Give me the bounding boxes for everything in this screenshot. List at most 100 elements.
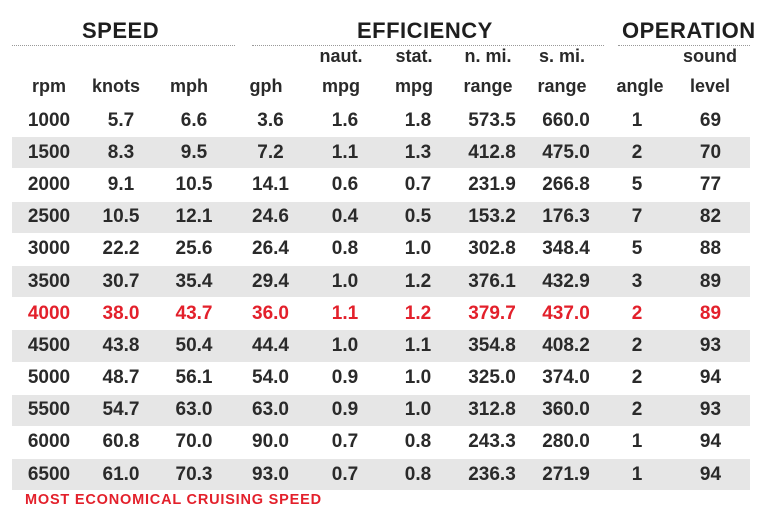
cell-rpm: 4000 <box>12 297 86 331</box>
cell-s-mi-range: 475.0 <box>529 136 603 170</box>
cell-gph: 54.0 <box>232 362 309 395</box>
table-row: 2000 9.1 10.5 14.1 0.6 0.7 231.9 266.8 5 77 <box>12 168 750 202</box>
cell-gph: 93.0 <box>232 458 309 492</box>
cell-stat-mpg: 0.8 <box>381 458 455 492</box>
group-divider-efficiency <box>252 45 604 46</box>
cell-rpm: 4500 <box>12 329 86 363</box>
cell-s-mi-range: 660.0 <box>529 105 603 138</box>
cell-knots: 60.8 <box>86 426 156 460</box>
group-divider-operation <box>618 45 750 46</box>
column-header-mph: mph <box>170 76 208 96</box>
cell-n-mi-range: 412.8 <box>455 136 529 170</box>
column-header-n-mi-range-top: n. mi. <box>464 46 512 66</box>
column-header-s-mi-range-top: s. mi. <box>538 46 586 66</box>
cell-naut-mpg: 1.0 <box>309 329 381 363</box>
cell-angle: 3 <box>603 265 671 299</box>
cell-stat-mpg: 0.7 <box>381 168 455 202</box>
column-header-stat-mpg-top: stat. <box>395 46 433 66</box>
cell-n-mi-range: 325.0 <box>455 362 529 395</box>
cell-angle: 1 <box>603 426 671 460</box>
table-row: 6000 60.8 70.0 90.0 0.7 0.8 243.3 280.0 1 94 <box>12 426 750 460</box>
cell-naut-mpg: 0.6 <box>309 168 381 202</box>
cell-knots: 54.7 <box>86 394 156 427</box>
cell-s-mi-range: 408.2 <box>529 329 603 363</box>
column-header-s-mi-range: range <box>537 76 587 96</box>
cell-sound-level: 77 <box>671 168 750 202</box>
cell-mph: 35.4 <box>156 265 232 299</box>
column-header-rpm: rpm <box>31 76 67 96</box>
cell-naut-mpg: 1.1 <box>309 136 381 170</box>
cell-naut-mpg: 0.4 <box>309 201 381 234</box>
cell-n-mi-range: 354.8 <box>455 329 529 363</box>
cell-rpm: 6000 <box>12 426 86 460</box>
cell-rpm: 1500 <box>12 136 86 170</box>
cell-knots: 22.2 <box>86 233 156 266</box>
cell-mph: 50.4 <box>156 329 232 363</box>
cell-knots: 30.7 <box>86 265 156 299</box>
table-row: 3000 22.2 25.6 26.4 0.8 1.0 302.8 348.4 5 88 <box>12 233 750 266</box>
column-header-naut-mpg-top: naut. <box>319 46 363 66</box>
cell-naut-mpg: 1.0 <box>309 265 381 299</box>
cell-n-mi-range: 379.7 <box>455 297 529 331</box>
cell-stat-mpg: 1.2 <box>381 265 455 299</box>
cell-knots: 9.1 <box>86 168 156 202</box>
cell-n-mi-range: 312.8 <box>455 394 529 427</box>
cell-s-mi-range: 348.4 <box>529 233 603 266</box>
table-row: 4500 43.8 50.4 44.4 1.0 1.1 354.8 408.2 2 93 <box>12 329 750 363</box>
table-row: 2500 10.5 12.1 24.6 0.4 0.5 153.2 176.3 7 82 <box>12 201 750 234</box>
group-title-speed: SPEED <box>82 18 160 43</box>
cell-n-mi-range: 243.3 <box>455 426 529 460</box>
cell-rpm: 2000 <box>12 168 86 202</box>
cell-angle: 2 <box>603 362 671 395</box>
cell-n-mi-range: 236.3 <box>455 458 529 492</box>
column-header-sound-level: level <box>689 76 731 96</box>
cell-angle: 5 <box>603 233 671 266</box>
cell-mph: 63.0 <box>156 394 232 427</box>
cell-n-mi-range: 302.8 <box>455 233 529 266</box>
cell-naut-mpg: 0.7 <box>309 458 381 492</box>
table-row: 5000 48.7 56.1 54.0 0.9 1.0 325.0 374.0 2 94 <box>12 362 750 395</box>
cell-mph: 70.0 <box>156 426 232 460</box>
cell-sound-level: 93 <box>671 394 750 427</box>
cell-s-mi-range: 437.0 <box>529 297 603 331</box>
column-header-n-mi-range: range <box>463 76 513 96</box>
cell-stat-mpg: 1.0 <box>381 362 455 395</box>
cell-rpm: 5000 <box>12 362 86 395</box>
cell-naut-mpg: 0.9 <box>309 362 381 395</box>
cell-naut-mpg: 0.7 <box>309 426 381 460</box>
cell-s-mi-range: 432.9 <box>529 265 603 299</box>
cell-naut-mpg: 1.1 <box>309 297 381 331</box>
cell-gph: 24.6 <box>232 201 309 234</box>
cell-stat-mpg: 1.2 <box>381 297 455 331</box>
cell-knots: 38.0 <box>86 297 156 331</box>
cell-mph: 10.5 <box>156 168 232 202</box>
cell-stat-mpg: 1.3 <box>381 136 455 170</box>
cell-angle: 7 <box>603 201 671 234</box>
cell-n-mi-range: 153.2 <box>455 201 529 234</box>
performance-table: 1000 5.7 6.6 3.6 1.6 1.8 573.5 660.0 1 69 1500 8.3 9… <box>12 105 750 492</box>
cell-gph: 90.0 <box>232 426 309 460</box>
cell-sound-level: 70 <box>671 136 750 170</box>
table-row: 5500 54.7 63.0 63.0 0.9 1.0 312.8 360.0 2 93 <box>12 394 750 427</box>
cell-rpm: 3000 <box>12 233 86 266</box>
cell-knots: 43.8 <box>86 329 156 363</box>
column-header-knots: knots <box>91 76 141 96</box>
cell-knots: 5.7 <box>86 105 156 138</box>
cell-sound-level: 89 <box>671 265 750 299</box>
cell-angle: 1 <box>603 458 671 492</box>
cell-mph: 43.7 <box>156 297 232 331</box>
cell-naut-mpg: 1.6 <box>309 105 381 138</box>
cell-sound-level: 88 <box>671 233 750 266</box>
column-header-stat-mpg: mpg <box>395 76 433 96</box>
column-header-naut-mpg: mpg <box>322 76 360 96</box>
cell-mph: 70.3 <box>156 458 232 492</box>
cell-rpm: 2500 <box>12 201 86 234</box>
table-row: 1000 5.7 6.6 3.6 1.6 1.8 573.5 660.0 1 69 <box>12 105 750 138</box>
cell-stat-mpg: 0.8 <box>381 426 455 460</box>
cell-mph: 25.6 <box>156 233 232 266</box>
cell-knots: 10.5 <box>86 201 156 234</box>
cell-n-mi-range: 573.5 <box>455 105 529 138</box>
cell-mph: 9.5 <box>156 136 232 170</box>
cell-n-mi-range: 231.9 <box>455 168 529 202</box>
cell-s-mi-range: 280.0 <box>529 426 603 460</box>
